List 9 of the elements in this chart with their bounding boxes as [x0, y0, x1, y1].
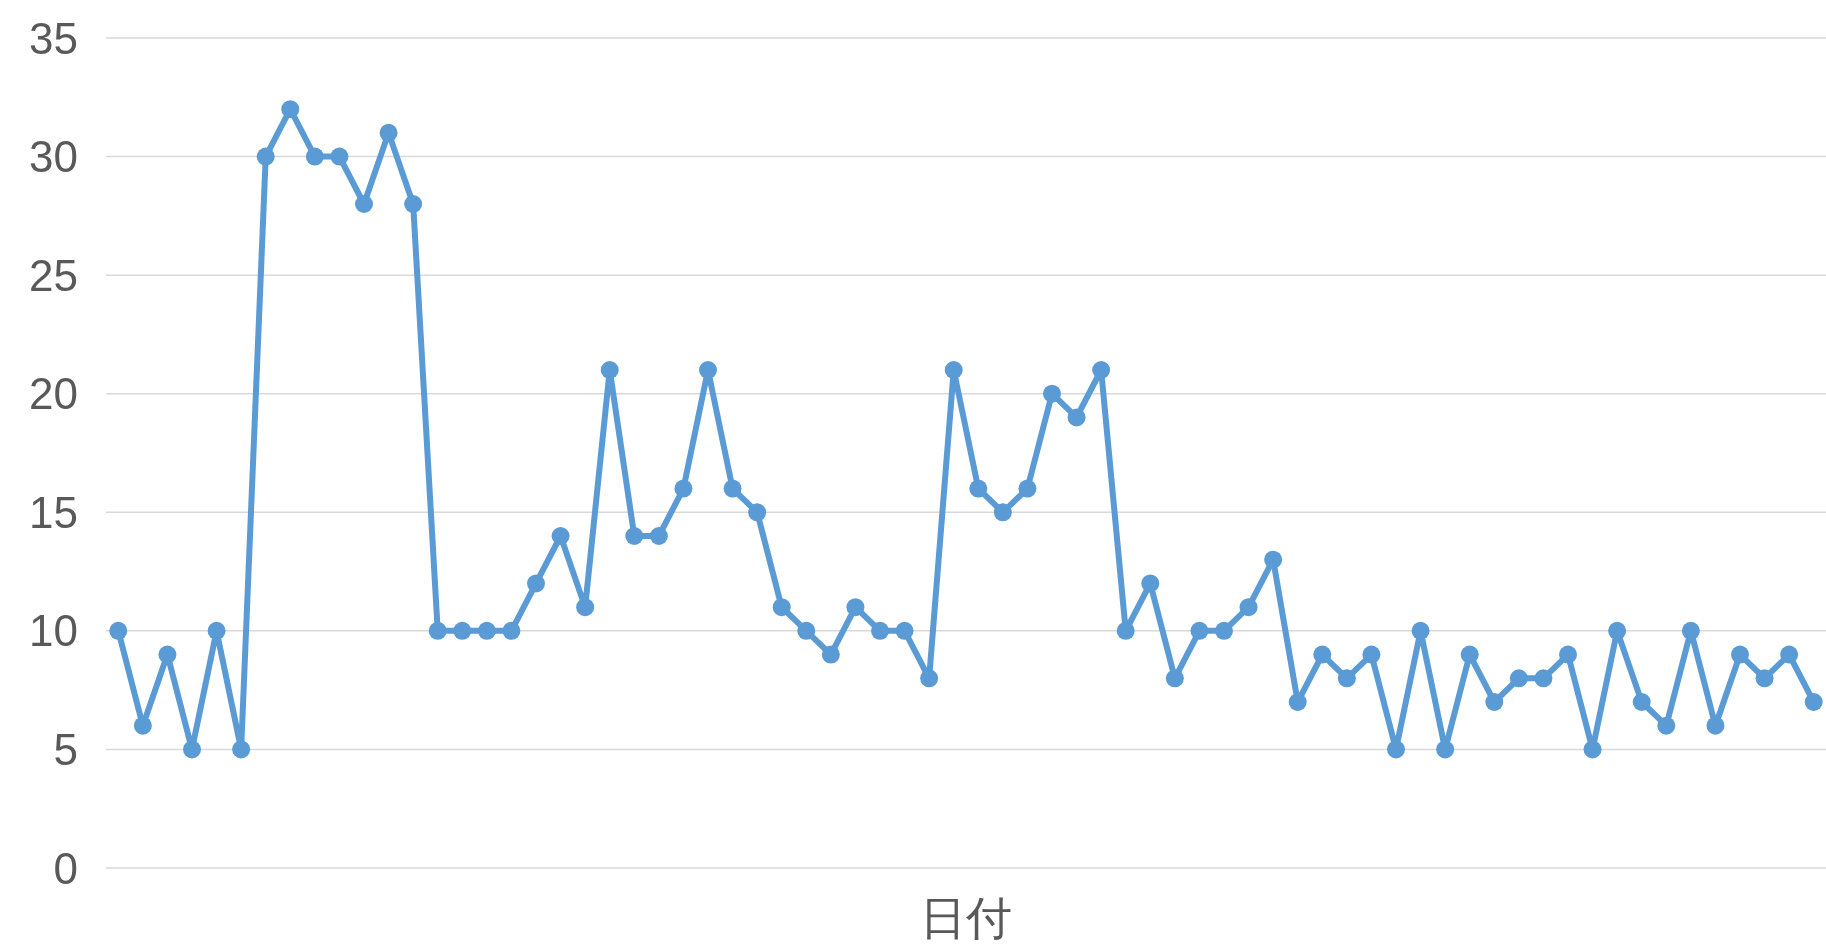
y-tick-label: 0 [53, 843, 78, 893]
y-tick-label: 25 [29, 250, 78, 300]
y-tick-label: 30 [29, 132, 78, 182]
y-tick-label: 5 [53, 724, 78, 774]
y-tick-label: 10 [29, 606, 78, 656]
y-tick-label: 20 [29, 369, 78, 419]
y-tick-label: 15 [29, 487, 78, 537]
x-axis-title: 日付 [920, 892, 1012, 944]
y-tick-label: 35 [29, 13, 78, 63]
